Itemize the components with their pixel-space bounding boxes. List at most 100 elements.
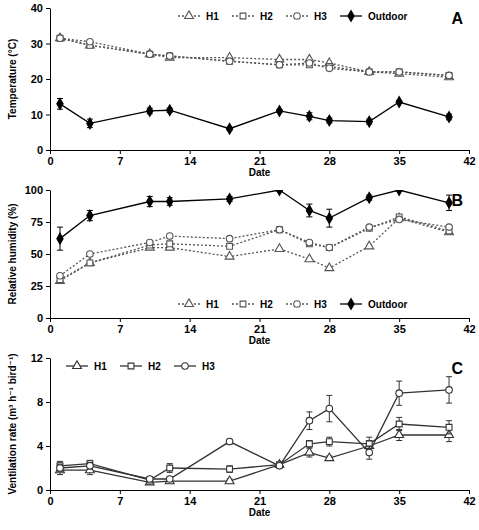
tick-label: 21 [254, 155, 266, 167]
tick-label: 0 [37, 484, 43, 496]
y-tick: 10 [31, 109, 50, 121]
y-tick: 40 [31, 2, 50, 14]
marker [57, 233, 63, 244]
legend-label: H3 [314, 299, 327, 310]
marker [225, 476, 234, 484]
x-tick: 35 [394, 490, 406, 507]
legend-marker [294, 13, 301, 20]
marker [326, 405, 333, 412]
legend: H1H2H3 [66, 361, 215, 372]
marker [165, 53, 174, 61]
series-line [60, 190, 449, 239]
tick-mark [46, 222, 50, 223]
tick-label: 25 [31, 280, 43, 292]
x-tick: 35 [394, 150, 406, 167]
marker [396, 190, 402, 195]
error-bar [446, 377, 452, 403]
x-tick: 42 [463, 490, 475, 507]
marker [226, 438, 233, 445]
tick-mark [50, 318, 51, 322]
y-tick: 0 [37, 144, 50, 156]
marker [276, 463, 283, 470]
y-tick: 20 [31, 73, 50, 85]
x-tick: 14 [184, 318, 197, 335]
tick-mark [120, 150, 121, 154]
x-tick: 28 [324, 318, 336, 335]
marker [325, 263, 334, 271]
tick-label: 75 [31, 216, 43, 228]
marker [326, 244, 333, 251]
tick-label: 4 [37, 440, 44, 452]
marker [366, 116, 372, 127]
legend-item: H1 [178, 11, 219, 22]
tick-mark [46, 318, 50, 319]
y-tick: 0 [37, 312, 50, 324]
y-axis-title: Ventilation rate (m³ h⁻¹ bird⁻¹) [7, 353, 18, 494]
tick-mark [399, 318, 400, 322]
error-bar [326, 395, 332, 421]
marker [226, 235, 233, 242]
marker [365, 241, 374, 249]
marker [445, 72, 454, 80]
tick-mark [46, 402, 50, 403]
marker [306, 441, 312, 447]
tick-label: 30 [31, 38, 43, 50]
tick-mark [260, 318, 261, 322]
panel: 0714212835420255075100DateRelative humid… [7, 184, 476, 346]
tick-label: 0 [47, 495, 53, 507]
marker [167, 53, 173, 59]
tick-mark [46, 286, 50, 287]
error-bar [57, 465, 63, 472]
legend-label: H1 [94, 361, 107, 372]
legend-item: H1 [178, 299, 219, 310]
tick-mark [469, 318, 470, 322]
marker [147, 196, 153, 207]
marker [446, 424, 452, 430]
tick-mark [120, 318, 121, 322]
legend-label: H1 [206, 11, 219, 22]
marker [166, 476, 173, 483]
y-tick: 30 [31, 38, 50, 50]
legend-marker [294, 301, 301, 308]
tick-mark [46, 190, 50, 191]
plot-area [56, 190, 454, 283]
x-axis-title: Date [249, 335, 271, 346]
chart-svg: 071421283542010203040DateTemperature (°C… [0, 0, 479, 530]
marker [227, 243, 233, 249]
y-tick: 0 [37, 484, 50, 496]
tick-mark [46, 446, 50, 447]
tick-label: 42 [463, 155, 475, 167]
marker [166, 53, 173, 60]
marker [305, 447, 314, 455]
error-bar [57, 227, 63, 250]
error-bar [326, 437, 332, 446]
series-line [60, 435, 449, 482]
tick-label: 28 [324, 155, 336, 167]
legend-item: H2 [120, 361, 161, 372]
legend-label: Outdoor [368, 11, 408, 22]
tick-mark [50, 150, 51, 154]
plot-area [56, 377, 454, 485]
x-tick: 0 [47, 490, 53, 507]
series-line [60, 218, 449, 281]
x-tick: 21 [254, 150, 266, 167]
series-line [60, 38, 449, 75]
tick-label: 14 [184, 495, 197, 507]
marker [306, 417, 313, 424]
marker [275, 54, 284, 62]
tick-label: 42 [463, 323, 475, 335]
marker [145, 49, 154, 57]
marker [305, 254, 314, 262]
tick-label: 100 [25, 184, 43, 196]
marker [366, 69, 372, 75]
error-bar [306, 204, 312, 217]
marker [306, 239, 313, 246]
marker [225, 251, 234, 259]
error-bar [227, 466, 233, 473]
legend-item: Outdoor [340, 11, 408, 22]
tick-label: 7 [117, 495, 123, 507]
x-axis: 071421283542 [47, 318, 475, 335]
marker [326, 115, 332, 126]
legend-item: H1 [66, 361, 107, 372]
x-tick: 42 [463, 150, 475, 167]
